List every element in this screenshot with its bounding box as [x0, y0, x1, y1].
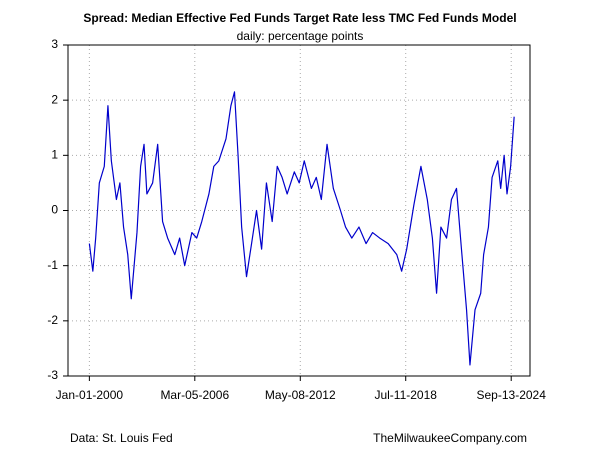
source: Data: St. Louis Fed — [70, 431, 173, 445]
y-tick-label: 2 — [51, 92, 58, 106]
x-tick-label: Jan-01-2000 — [56, 388, 124, 402]
y-tick-label: 1 — [51, 148, 58, 162]
x-tick-label: Sep-13-2024 — [477, 388, 547, 402]
data-line — [88, 91, 515, 366]
y-tick-label: 3 — [51, 37, 58, 51]
y-tick-label: 0 — [51, 203, 58, 217]
chart-title: Spread: Median Effective Fed Funds Targe… — [83, 11, 516, 25]
x-tick-label: Mar-05-2006 — [160, 388, 229, 402]
x-tick-label: Jul-11-2018 — [374, 388, 437, 402]
chart-subtitle: daily: percentage points — [237, 29, 364, 43]
y-tick-label: -1 — [47, 258, 58, 272]
y-tick-label: -2 — [47, 313, 58, 327]
credit: TheMilwaukeeCompany.com — [373, 431, 527, 445]
x-tick-label: May-08-2012 — [265, 388, 336, 402]
plot-frame — [67, 44, 531, 377]
y-tick-label: -3 — [47, 368, 58, 382]
